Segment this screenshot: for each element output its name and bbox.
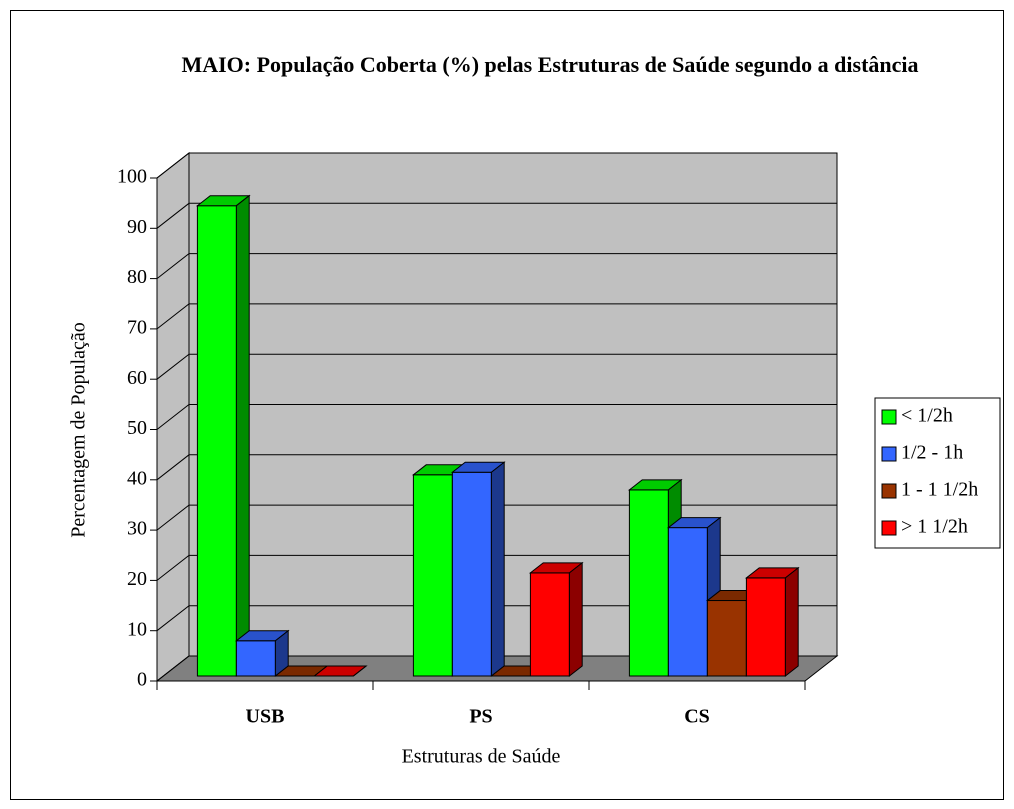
legend-label: < 1/2h (901, 405, 953, 427)
bar (529, 572, 570, 677)
legend-swatch (881, 446, 897, 462)
y-tick-label: 50 (127, 417, 147, 439)
grid-line (156, 353, 837, 380)
bar (706, 600, 747, 677)
x-tick-label: CS (684, 706, 710, 728)
grid-line (156, 504, 837, 531)
grid-line (156, 152, 837, 179)
y-tick-label: 90 (127, 216, 147, 238)
legend-label: 1 - 1 1/2h (901, 479, 978, 501)
y-tick-label: 20 (127, 568, 147, 590)
bar-group (528, 561, 584, 678)
bar-group (195, 194, 251, 678)
y-tick-label: 40 (127, 467, 147, 489)
bar (667, 527, 708, 677)
bar-group (312, 665, 368, 677)
bar (235, 640, 276, 677)
grid-line (156, 554, 837, 581)
y-axis-title: Percentagem de População (68, 322, 90, 537)
bar-group (234, 629, 290, 678)
bar-side (353, 665, 367, 677)
grid-line (156, 253, 837, 279)
y-tick-label: 0 (137, 669, 147, 691)
bar-side (784, 566, 799, 678)
bar (451, 471, 492, 677)
bar-side (490, 461, 505, 678)
bar (628, 489, 669, 677)
y-tick-label: 70 (127, 316, 147, 338)
legend-label: > 1 1/2h (901, 516, 968, 538)
legend-swatch (881, 483, 897, 499)
bar-group (744, 566, 800, 678)
bar (412, 474, 453, 677)
grid-line (156, 303, 837, 330)
x-tick-label: USB (246, 706, 285, 728)
legend-label: 1/2 - 1h (901, 442, 963, 464)
x-tick-label: PS (469, 706, 492, 728)
y-tick-label: 60 (127, 367, 147, 389)
grid-line (156, 655, 837, 682)
bar (196, 205, 237, 677)
grid-line (156, 404, 837, 430)
bar (745, 577, 786, 677)
y-tick-label: 100 (117, 166, 147, 188)
y-tick-label: 10 (127, 618, 147, 640)
legend-swatch (881, 520, 897, 536)
bar-group (450, 461, 506, 678)
legend-swatch (881, 409, 897, 425)
bar-side (235, 194, 250, 678)
grid-line (156, 202, 837, 229)
chart-title: MAIO: População Coberta (%) pelas Estrut… (181, 52, 919, 77)
y-tick-label: 80 (127, 266, 147, 288)
y-tick-label: 30 (127, 518, 147, 540)
x-axis-title: Estruturas de Saúde (402, 746, 561, 768)
grid-line (156, 454, 837, 481)
bar-side (568, 561, 583, 678)
grid-line (156, 605, 837, 632)
